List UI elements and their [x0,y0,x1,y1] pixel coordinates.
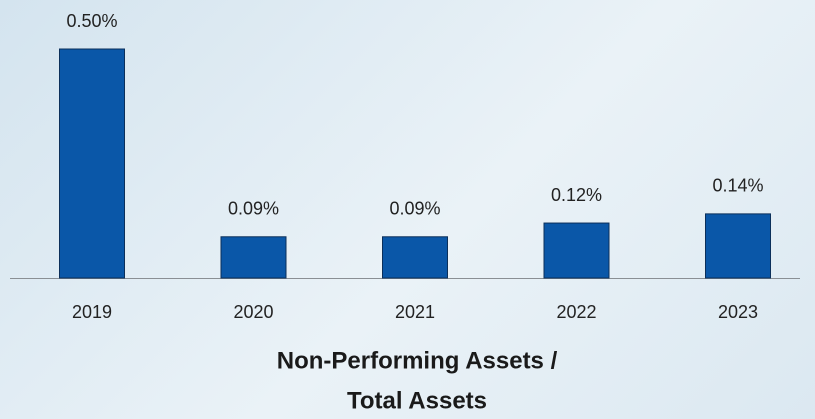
bar [382,236,448,279]
bar [705,213,771,279]
x-tick-label: 2019 [72,302,112,322]
bar [543,222,610,279]
x-tick-label: 2020 [233,302,273,322]
x-tick-label: 2022 [556,302,596,322]
chart-title: Total Assets [347,387,487,414]
data-label: 0.14% [712,176,763,196]
chart-title: Non-Performing Assets / [277,347,558,374]
data-label: 0.50% [66,11,117,31]
data-label: 0.09% [228,199,279,219]
x-tick-label: 2023 [718,302,758,322]
data-label: 0.12% [551,185,602,205]
bar [59,48,125,279]
bar [220,236,287,279]
x-tick-label: 2021 [395,302,435,322]
data-label: 0.09% [389,199,440,219]
